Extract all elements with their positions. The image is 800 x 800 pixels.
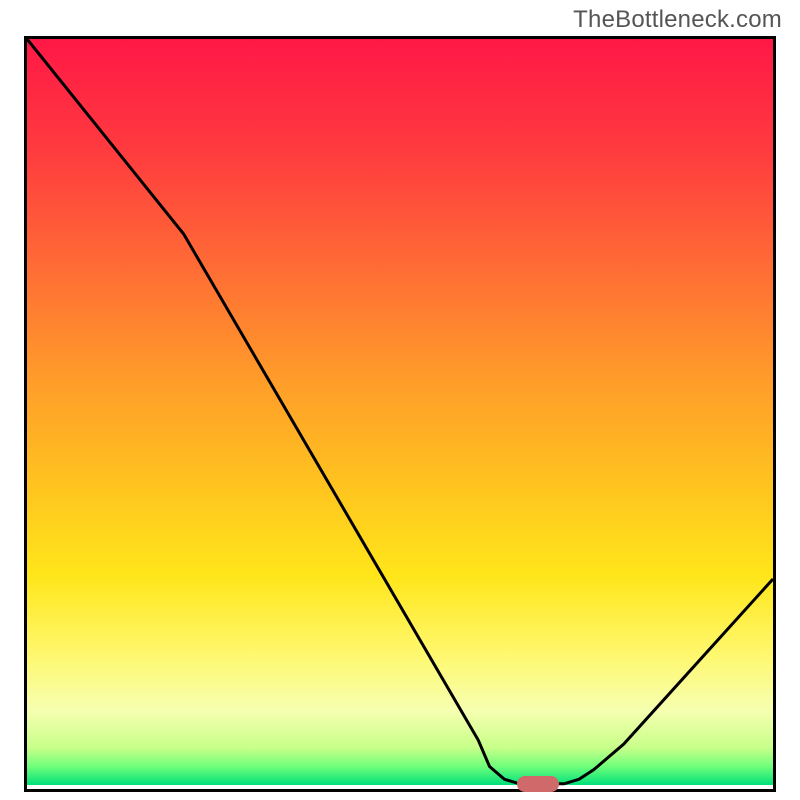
curve-layer: [27, 39, 773, 789]
plot-frame: [24, 36, 776, 792]
watermark-text: TheBottleneck.com: [573, 6, 782, 34]
bottleneck-curve: [27, 39, 773, 784]
optimal-marker: [517, 776, 559, 792]
